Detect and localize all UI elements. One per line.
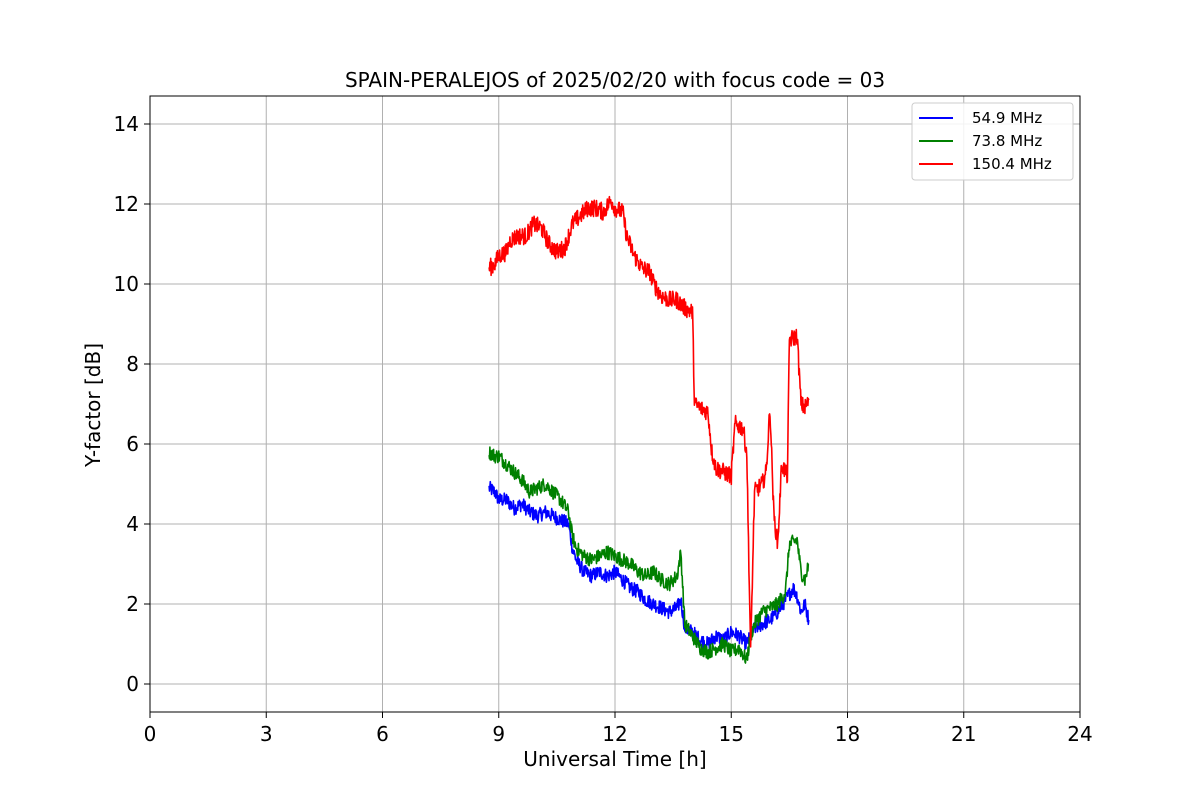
legend-box [911, 102, 1074, 181]
legend: 54.9 MHz 73.8 MHz 150.4 MHz [911, 102, 1074, 181]
y-tick-label: 0 [126, 672, 139, 696]
legend-label: 54.9 MHz [972, 109, 1042, 127]
y-tick-label: 6 [126, 432, 139, 456]
x-tick-label: 21 [951, 722, 976, 746]
x-tick-label: 6 [376, 722, 389, 746]
x-tick-label: 15 [719, 722, 744, 746]
series-line [488, 446, 810, 664]
x-tick-label: 12 [602, 722, 627, 746]
y-tick-label: 10 [114, 272, 139, 296]
x-tick-label: 9 [492, 722, 505, 746]
series-line [488, 195, 810, 648]
series-layer [488, 195, 810, 664]
legend-label: 150.4 MHz [972, 155, 1052, 173]
y-tick-label: 12 [114, 192, 139, 216]
y-tick-label: 14 [114, 112, 139, 136]
y-tick-label: 8 [126, 352, 139, 376]
series-line [488, 480, 810, 650]
legend-label: 73.8 MHz [972, 132, 1042, 150]
y-tick-label: 4 [126, 512, 139, 536]
x-tick-label: 3 [260, 722, 273, 746]
x-axis-label: Universal Time [h] [523, 747, 706, 771]
chart-title: SPAIN-PERALEJOS of 2025/02/20 with focus… [345, 68, 885, 92]
x-tick-label: 18 [835, 722, 860, 746]
y-tick-label: 2 [126, 592, 139, 616]
x-tick-label: 0 [144, 722, 157, 746]
y-axis-label: Y-factor [dB] [81, 343, 105, 468]
x-tick-label: 24 [1067, 722, 1092, 746]
